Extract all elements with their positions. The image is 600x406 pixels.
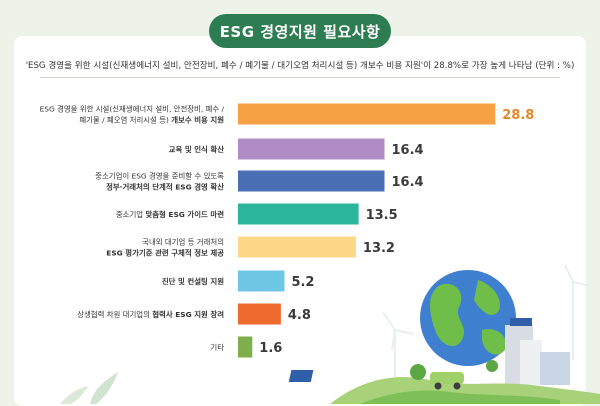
value-label: 16.4 [392,143,424,158]
building-icon [540,352,570,385]
value-label: 13.2 [363,241,395,256]
bar [238,170,385,192]
bar [238,203,359,225]
value-label: 5.2 [291,275,314,290]
hill-decoration [360,390,560,404]
tree-icon [486,360,498,372]
electric-car-icon [430,372,464,390]
category-label: 교육 및 인식 확산 [169,145,225,154]
value-label: 16.4 [392,175,424,190]
leaf-icon [60,386,88,404]
globe-icon [420,270,516,366]
bar [238,236,356,258]
bar [238,303,281,325]
bar [238,336,253,358]
page-title: ESG 경영지원 필요사항 [209,14,391,48]
solar-panel-icon [510,318,532,326]
category-label: 진단 및 컨설팅 지원 [162,277,224,286]
divider [40,77,560,78]
value-label: 28.8 [502,108,534,123]
solar-panel-icon [288,370,314,382]
value-label: 13.5 [366,208,398,223]
category-label: 기타 [210,343,224,352]
category-label: 상생협력 차원 대기업의 협력사 ESG 지원 장려 [77,310,224,319]
category-label: 국내외 대기업 등 거래처의 [142,238,224,247]
category-label: ESG 경영을 위한 시설(신재생에너지 설비, 안전장비, 폐수 / [40,105,225,114]
category-label: 폐기물 / 폐오염 처리시설 등) 개보수 비용 지원 [79,116,224,125]
building-icon [520,340,542,385]
leaf-icon [90,372,118,404]
category-label: 중소기업 맞춤형 ESG 가이드 마련 [116,210,224,219]
wind-turbine-icon [564,264,591,360]
bar [238,270,285,292]
category-label: ESG 평가기준 관련 구체적 정보 제공 [106,249,224,258]
chart-note: 'ESG 경영을 위한 시설(신재생에너지 설비, 안전장비, 폐수 / 폐기물… [25,61,575,71]
bar [238,138,385,160]
tree-icon [410,364,426,380]
value-label: 4.8 [288,308,311,323]
category-label: 정부·거래처의 단계적 ESG 경영 확산 [106,183,224,192]
value-label: 1.6 [259,341,282,356]
category-label: 중소기업이 ESG 경영을 준비할 수 있도록 [95,172,224,181]
bar [238,103,496,125]
